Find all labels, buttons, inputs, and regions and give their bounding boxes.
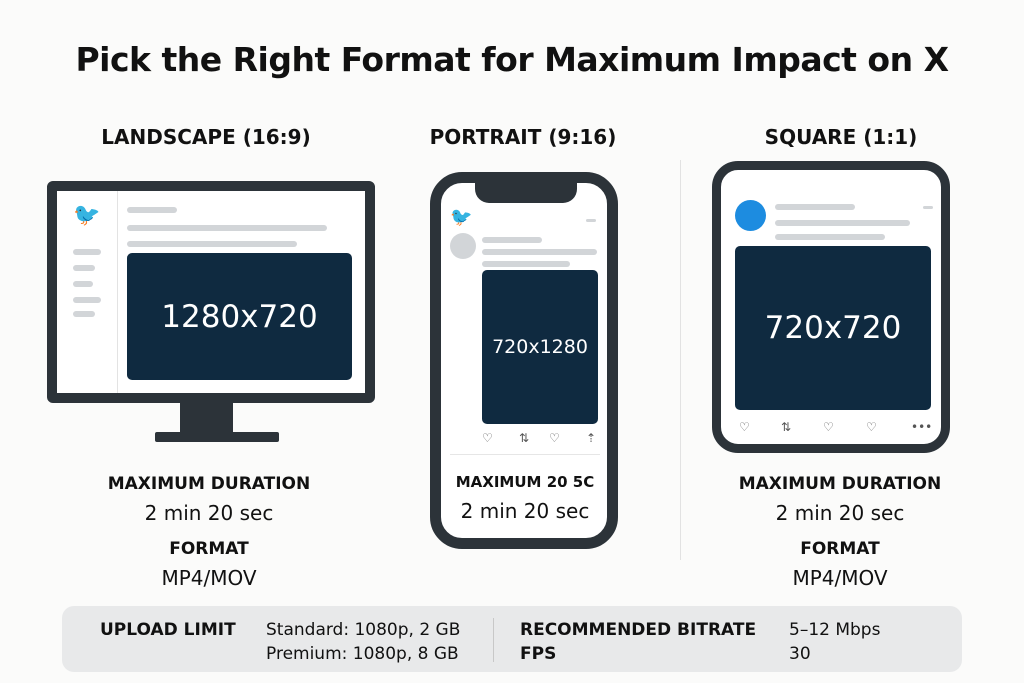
square-heading: SQUARE (1:1) [764,125,918,149]
monitor-base [155,432,279,442]
divider [450,454,600,455]
landscape-format: MP4/MOV [161,566,257,590]
placeholder-bar [73,281,93,287]
placeholder-bar [73,311,95,317]
portrait-duration: 2 min 20 sec [460,499,590,523]
specs-divider [493,618,494,662]
monitor-stand [180,402,233,433]
landscape-duration-label: MAXIMUM DURATION [107,474,311,494]
retweet-icon[interactable]: ⇅ [519,431,530,445]
placeholder-bar [775,234,885,240]
placeholder-bar [127,225,327,231]
upload-standard: Standard: 1080p, 2 GB [266,620,461,640]
phone-notch [475,181,577,203]
retweet-icon[interactable]: ⇅ [781,420,792,434]
sidebar-divider [117,191,118,393]
fps-value: 30 [789,644,811,664]
bitrate-label: RECOMMENDED BITRATE [520,620,757,640]
placeholder-bar [775,220,910,226]
placeholder-bar [127,207,177,213]
square-format-label: FORMAT [800,539,880,559]
specs-panel: UPLOAD LIMIT Standard: 1080p, 2 GB Premi… [62,606,962,672]
placeholder-bar [73,249,101,255]
portrait-duration-label: MAXIMUM 20 5C [455,473,595,491]
portrait-media: 720x1280 [482,270,598,424]
placeholder-bar [482,237,542,243]
more-icon[interactable]: ••• [911,420,933,434]
heart-icon[interactable]: ♡ [482,431,493,445]
heart-icon[interactable]: ♡ [739,420,750,434]
square-format: MP4/MOV [792,566,888,590]
portrait-heading: PORTRAIT (9:16) [429,125,617,149]
upload-limit-label: UPLOAD LIMIT [100,620,236,640]
fps-label: FPS [520,644,557,664]
square-phone-illustration: 720x720 ♡ ⇅ ♡ ♡ ••• [712,161,950,453]
landscape-format-label: FORMAT [169,539,249,559]
minimize-icon [586,219,596,222]
square-duration-label: MAXIMUM DURATION [738,474,942,494]
bitrate-value: 5–12 Mbps [789,620,881,640]
square-media: 720x720 [735,246,931,410]
placeholder-bar [482,261,570,267]
twitter-bird-icon: 🐦 [73,203,101,228]
heart-icon[interactable]: ♡ [823,420,834,434]
placeholder-bar [127,241,297,247]
avatar [735,200,766,231]
landscape-media: 1280x720 [127,253,352,380]
phone-illustration: 🐦 720x1280 ♡ ⇅ ♡ ⇡ MAXIMUM 20 5C 2 min 2… [430,172,618,549]
column-divider [680,160,681,560]
heart-icon[interactable]: ♡ [866,420,877,434]
landscape-heading: LANDSCAPE (16:9) [101,125,311,149]
page-title: Pick the Right Format for Maximum Impact… [75,40,949,79]
square-duration: 2 min 20 sec [775,501,905,525]
placeholder-bar [73,297,101,303]
upload-premium: Premium: 1080p, 8 GB [266,644,459,664]
heart-icon[interactable]: ♡ [549,431,560,445]
twitter-bird-icon: 🐦 [450,207,473,228]
landscape-duration: 2 min 20 sec [144,501,274,525]
monitor-illustration: 🐦 1280x720 [47,181,375,403]
placeholder-bar [482,249,597,255]
share-icon[interactable]: ⇡ [586,431,597,445]
placeholder-bar [73,265,95,271]
placeholder-bar [775,204,855,210]
avatar [450,233,476,259]
minimize-icon [923,206,933,209]
